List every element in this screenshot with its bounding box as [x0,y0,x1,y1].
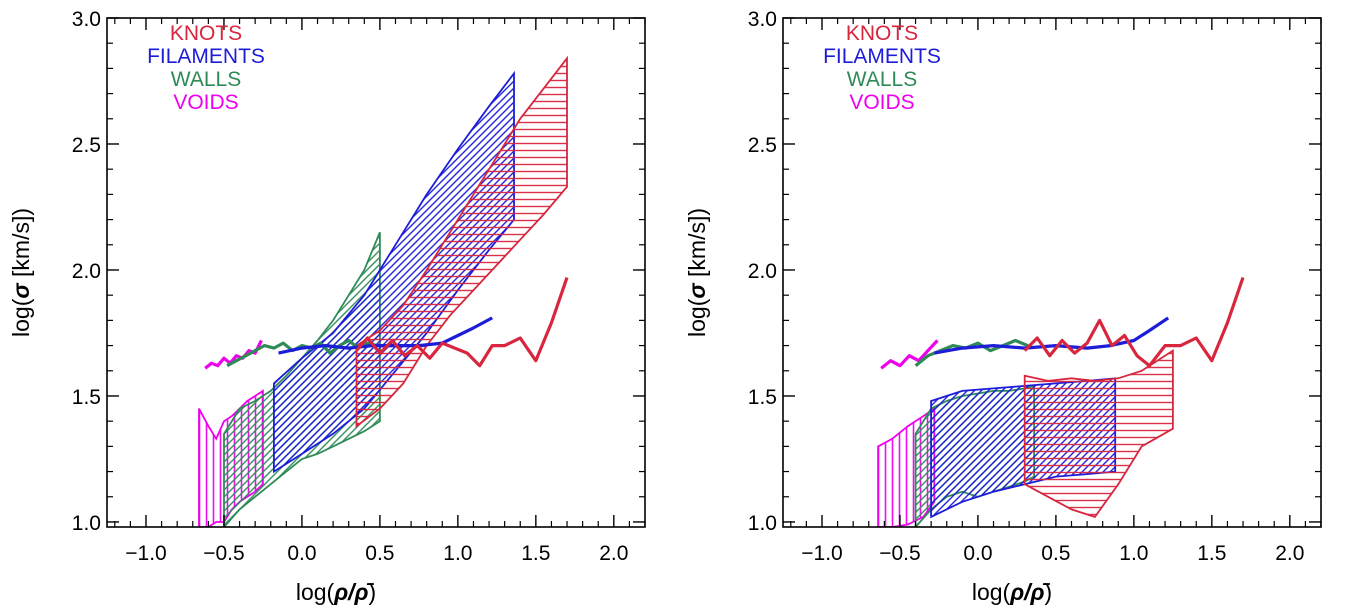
y-tick-label: 1.5 [72,386,101,409]
plot-area [198,55,569,527]
band-knots [355,55,568,429]
legend-voids: VOIDS [173,91,238,114]
x-axis-label: log(ρ/ρ̄) [296,579,376,605]
x-tick-label: 1.5 [1197,542,1226,565]
y-tick-label: 1.0 [72,512,101,535]
x-tick-label: 0.0 [963,542,992,565]
y-tick-label: 3.0 [748,8,777,31]
median-line-knots [1023,276,1245,368]
legend-voids: VOIDS [849,91,914,114]
y-tick-label: 2.0 [748,260,777,283]
x-tick-label: 2.0 [1275,542,1304,565]
legend-walls: WALLS [171,68,241,91]
x-tick-label: −0.5 [879,542,920,565]
y-tick-label: 2.0 [72,260,101,283]
y-tick-label: 2.5 [72,134,101,157]
x-tick-label: 0.5 [365,542,394,565]
x-tick-label: 1.0 [1119,542,1148,565]
x-tick-label: −1.0 [801,542,842,565]
median-line-knots [355,276,569,368]
x-tick-label: 2.0 [599,542,628,565]
x-tick-label: 0.5 [1041,542,1070,565]
median-line-filaments [934,316,1170,355]
median-line-voids [880,339,939,370]
right-panel: −1.0 −0.5 0.0 0.5 1.0 1.5 2.0 1.0 1.5 2.0 2.5 3.0 lo… [684,8,1322,605]
legend-knots: KNOTS [170,22,242,45]
y-tick-label: 1.0 [748,512,777,535]
median-line-walls [226,338,378,368]
band-knots [1023,348,1174,518]
y-axis-label: log(σ [km/s]) [684,208,710,337]
y-axis-label: log(σ [km/s]) [8,208,34,337]
x-tick-label: −1.0 [125,542,166,565]
y-tick-label: 2.5 [748,134,777,157]
axes-frame [782,17,1322,528]
x-tick-label: 0.0 [287,542,316,565]
legend-walls: WALLS [847,68,917,91]
legend-knots: KNOTS [846,22,918,45]
x-tick-label: 1.0 [443,542,472,565]
x-axis-label: log(ρ/ρ̄) [972,579,1052,605]
plot-area [877,276,1245,527]
left-panel: −1.0 −0.5 0.0 0.5 1.0 1.5 2.0 1.0 1.5 2.0 2.5 3.0 lo… [8,8,646,605]
legend-filaments: FILAMENTS [147,45,265,68]
y-tick-label: 3.0 [72,8,101,31]
axes-frame [106,17,646,528]
legend-filaments: FILAMENTS [823,45,941,68]
y-tick-label: 1.5 [748,386,777,409]
median-line-walls [914,338,1029,367]
x-tick-label: 1.5 [521,542,550,565]
x-tick-label: −0.5 [203,542,244,565]
